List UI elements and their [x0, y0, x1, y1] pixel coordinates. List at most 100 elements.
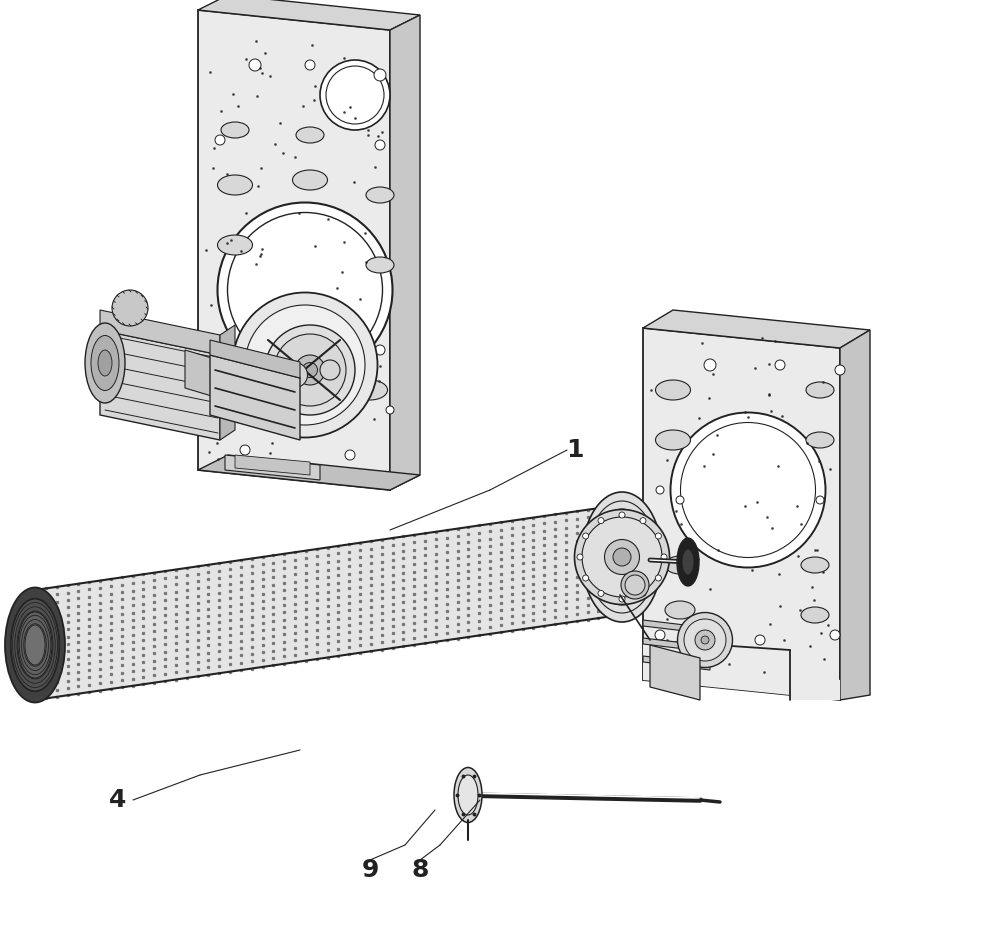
- Ellipse shape: [655, 630, 665, 640]
- Ellipse shape: [458, 775, 478, 815]
- Ellipse shape: [25, 625, 45, 665]
- Ellipse shape: [684, 619, 726, 661]
- Ellipse shape: [218, 235, 252, 255]
- Polygon shape: [650, 645, 700, 700]
- Ellipse shape: [656, 430, 690, 450]
- Polygon shape: [210, 355, 300, 440]
- Ellipse shape: [305, 60, 315, 70]
- Ellipse shape: [302, 362, 318, 377]
- Ellipse shape: [670, 413, 826, 567]
- Ellipse shape: [320, 60, 390, 130]
- Polygon shape: [643, 638, 710, 652]
- Ellipse shape: [274, 334, 346, 406]
- Polygon shape: [643, 310, 870, 348]
- Polygon shape: [198, 10, 390, 490]
- Text: 8: 8: [411, 858, 429, 882]
- Ellipse shape: [801, 557, 829, 573]
- Ellipse shape: [695, 630, 715, 650]
- Ellipse shape: [835, 365, 845, 375]
- Ellipse shape: [292, 170, 328, 190]
- Ellipse shape: [655, 533, 661, 539]
- Ellipse shape: [249, 59, 261, 71]
- Ellipse shape: [640, 591, 646, 596]
- Ellipse shape: [755, 635, 765, 645]
- Ellipse shape: [366, 257, 394, 273]
- Text: 9: 9: [361, 858, 379, 882]
- Ellipse shape: [806, 432, 834, 448]
- Polygon shape: [643, 656, 710, 670]
- Ellipse shape: [619, 512, 625, 518]
- Ellipse shape: [245, 305, 365, 425]
- Polygon shape: [35, 505, 620, 700]
- Ellipse shape: [215, 350, 225, 360]
- Ellipse shape: [296, 127, 324, 143]
- Ellipse shape: [621, 571, 649, 599]
- Ellipse shape: [665, 556, 695, 574]
- Polygon shape: [100, 330, 220, 440]
- Ellipse shape: [656, 380, 690, 400]
- Ellipse shape: [232, 292, 378, 437]
- Ellipse shape: [655, 575, 661, 581]
- Polygon shape: [220, 325, 235, 440]
- Ellipse shape: [366, 187, 394, 203]
- Ellipse shape: [221, 122, 249, 138]
- Polygon shape: [198, 455, 420, 490]
- Ellipse shape: [678, 612, 732, 667]
- Polygon shape: [643, 620, 710, 634]
- Polygon shape: [198, 0, 420, 30]
- Polygon shape: [390, 15, 420, 490]
- Ellipse shape: [345, 450, 355, 460]
- Ellipse shape: [613, 548, 631, 566]
- Ellipse shape: [665, 601, 695, 619]
- Ellipse shape: [320, 360, 340, 380]
- Ellipse shape: [806, 382, 834, 398]
- Ellipse shape: [218, 202, 392, 377]
- Ellipse shape: [801, 607, 829, 623]
- Ellipse shape: [265, 325, 355, 415]
- Ellipse shape: [625, 575, 645, 595]
- Ellipse shape: [701, 636, 709, 644]
- Ellipse shape: [11, 599, 59, 691]
- Ellipse shape: [661, 554, 667, 560]
- Ellipse shape: [677, 538, 699, 586]
- Ellipse shape: [598, 518, 604, 523]
- Ellipse shape: [704, 359, 716, 371]
- Ellipse shape: [112, 290, 148, 326]
- Ellipse shape: [816, 496, 824, 504]
- Text: 1: 1: [566, 438, 584, 462]
- Ellipse shape: [775, 360, 785, 370]
- Ellipse shape: [656, 486, 664, 494]
- Ellipse shape: [583, 575, 589, 581]
- Ellipse shape: [386, 406, 394, 414]
- Ellipse shape: [375, 345, 385, 355]
- Polygon shape: [643, 328, 840, 700]
- Ellipse shape: [18, 612, 52, 678]
- Ellipse shape: [352, 380, 388, 400]
- Ellipse shape: [85, 323, 125, 403]
- Ellipse shape: [292, 410, 328, 430]
- Ellipse shape: [640, 518, 646, 523]
- Polygon shape: [235, 455, 310, 475]
- Ellipse shape: [215, 135, 225, 145]
- Ellipse shape: [454, 768, 482, 823]
- Ellipse shape: [598, 591, 604, 596]
- Ellipse shape: [240, 445, 250, 455]
- Ellipse shape: [218, 175, 252, 195]
- Ellipse shape: [619, 596, 625, 602]
- Ellipse shape: [583, 533, 589, 539]
- Ellipse shape: [682, 549, 694, 575]
- Polygon shape: [210, 340, 300, 378]
- Ellipse shape: [91, 335, 119, 390]
- Ellipse shape: [676, 496, 684, 504]
- Ellipse shape: [98, 350, 112, 376]
- Ellipse shape: [582, 492, 662, 622]
- Polygon shape: [643, 640, 840, 700]
- Ellipse shape: [215, 415, 225, 425]
- Ellipse shape: [375, 140, 385, 150]
- Ellipse shape: [374, 69, 386, 81]
- Polygon shape: [225, 455, 320, 480]
- Ellipse shape: [582, 517, 662, 597]
- Ellipse shape: [283, 362, 308, 388]
- Ellipse shape: [218, 370, 252, 390]
- Polygon shape: [185, 350, 225, 400]
